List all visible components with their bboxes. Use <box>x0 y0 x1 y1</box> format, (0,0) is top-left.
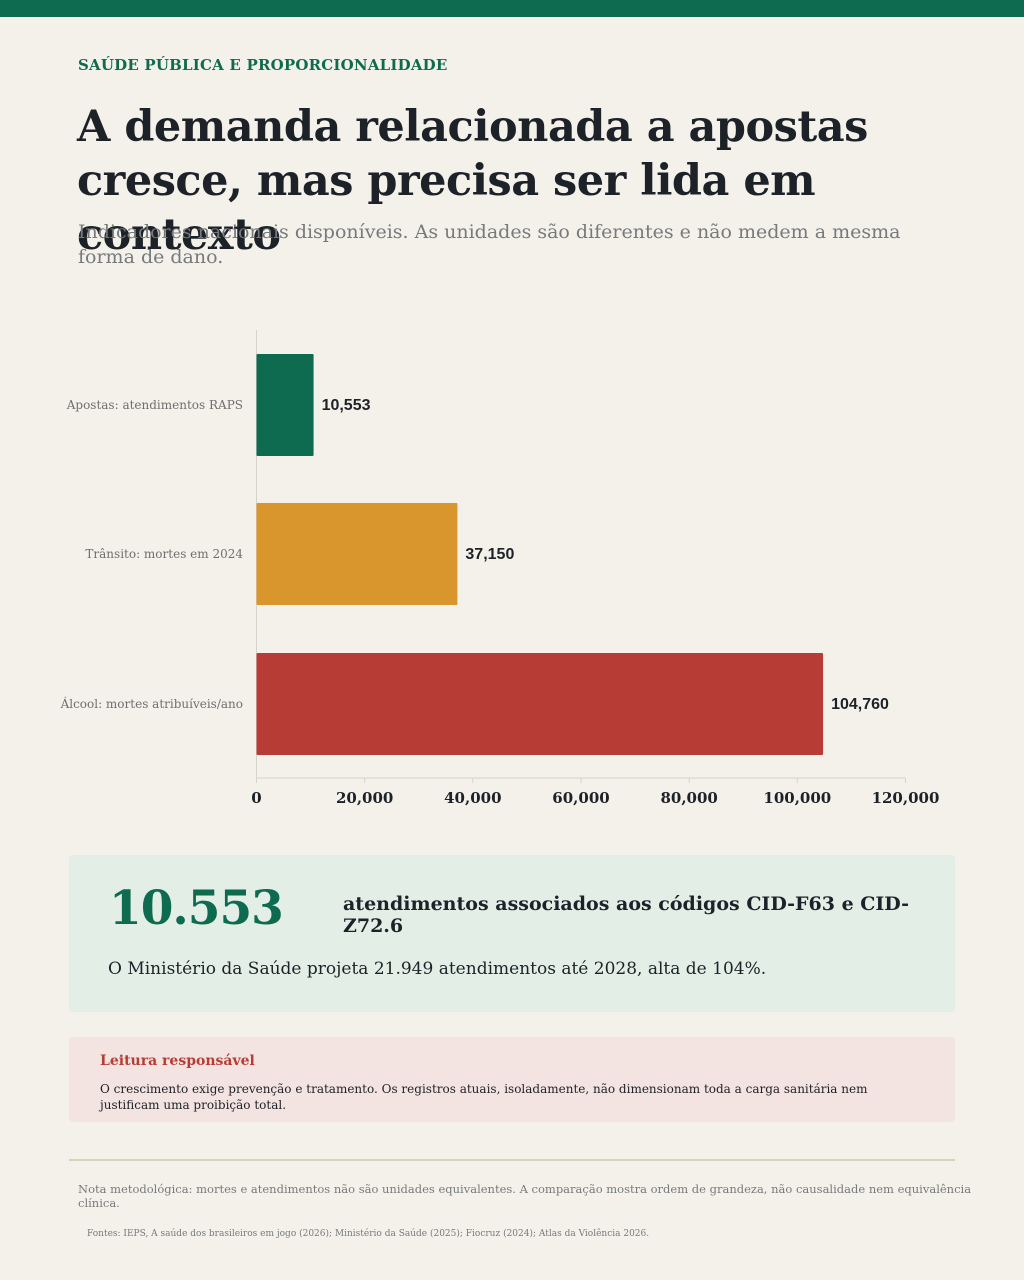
data-label: 104,760 <box>831 696 889 713</box>
bar <box>256 503 458 605</box>
highlight-number: 10.553 <box>109 881 284 936</box>
callout-title: Leitura responsável <box>100 1053 255 1069</box>
page-subtitle: Indicadores nacionais disponíveis. As un… <box>78 221 901 268</box>
category-label: Apostas: atendimentos RAPS <box>66 398 243 412</box>
sources-note: Fontes: IEPS, A saúde dos brasileiros em… <box>87 1229 650 1239</box>
x-tick-label: 20,000 <box>336 789 393 807</box>
callout-text: O crescimento exige prevenção e tratamen… <box>100 1082 868 1112</box>
bar <box>256 354 314 456</box>
footer-divider <box>69 1159 955 1161</box>
page-title: A demanda relacionada a apostas cresce, … <box>77 102 868 260</box>
x-tick-label: 0 <box>251 789 261 807</box>
highlight-projection: O Ministério da Saúde projeta 21.949 ate… <box>108 959 767 979</box>
bar <box>256 653 824 755</box>
category-label: Trânsito: mortes em 2024 <box>85 547 243 561</box>
top-accent-bar <box>0 0 1024 17</box>
highlight-description: atendimentos associados aos códigos CID-… <box>343 893 910 937</box>
x-tick-label: 40,000 <box>444 789 501 807</box>
x-tick-label: 80,000 <box>660 789 717 807</box>
responsible-reading-callout: Leitura responsável O crescimento exige … <box>69 1037 955 1122</box>
data-label: 10,553 <box>322 397 371 414</box>
x-tick-label: 60,000 <box>552 789 609 807</box>
bar-chart: Apostas: atendimentos RAPS 10,553 Trânsito… <box>60 330 940 807</box>
methodology-note: Nota metodológica: mortes e atendimentos… <box>78 1182 972 1210</box>
x-tick-label: 120,000 <box>872 789 940 807</box>
highlight-stat-card: 10.553 atendimentos associados aos códig… <box>69 855 955 1012</box>
category-label: Álcool: mortes atribuíveis/ano <box>60 696 243 711</box>
section-eyebrow: SAÚDE PÚBLICA E PROPORCIONALIDADE <box>78 56 448 74</box>
x-tick-label: 100,000 <box>763 789 831 807</box>
data-label: 37,150 <box>465 546 514 563</box>
